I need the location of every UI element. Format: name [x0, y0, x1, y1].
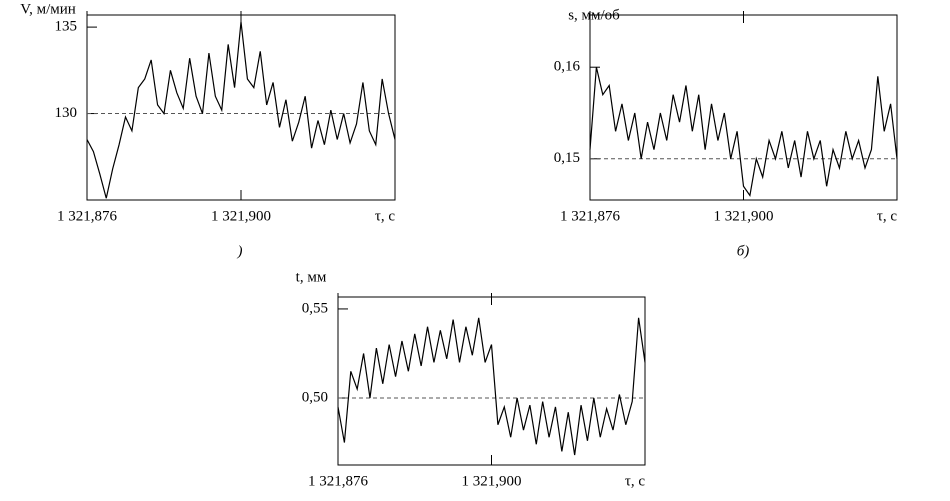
- y-tick-label: 130: [55, 105, 78, 121]
- plot-frame: [337, 296, 646, 466]
- y-axis-label: t, мм: [296, 269, 327, 285]
- x-tick-label: 1 321,876: [57, 208, 118, 224]
- y-tick-label: 0,16: [554, 59, 581, 75]
- x-tick-label: 1 321,876: [308, 473, 369, 489]
- y-tick-label: 0,50: [302, 389, 328, 405]
- x-axis-label: τ, с: [625, 473, 646, 489]
- data-line: [86, 21, 396, 199]
- x-tick-label: 1 321,876: [560, 208, 621, 224]
- x-axis-label: τ, с: [877, 208, 898, 224]
- caption: ): [237, 243, 243, 259]
- data-line: [337, 317, 646, 456]
- x-axis-label: τ, с: [375, 208, 396, 224]
- y-tick-label: 0,15: [554, 150, 580, 166]
- y-tick-label: 135: [55, 19, 78, 35]
- x-tick-label: 1 321,900: [211, 208, 271, 224]
- x-tick-label: 1 321,900: [462, 473, 522, 489]
- plot-frame: [86, 14, 396, 201]
- x-tick-label: 1 321,900: [714, 208, 774, 224]
- y-axis-label: V, м/мин: [20, 1, 76, 17]
- plot-frame: [589, 14, 898, 201]
- caption: б): [737, 243, 750, 259]
- y-tick-label: 0,55: [302, 300, 328, 316]
- data-line: [589, 67, 898, 197]
- y-axis-label: s, мм/об: [568, 7, 620, 23]
